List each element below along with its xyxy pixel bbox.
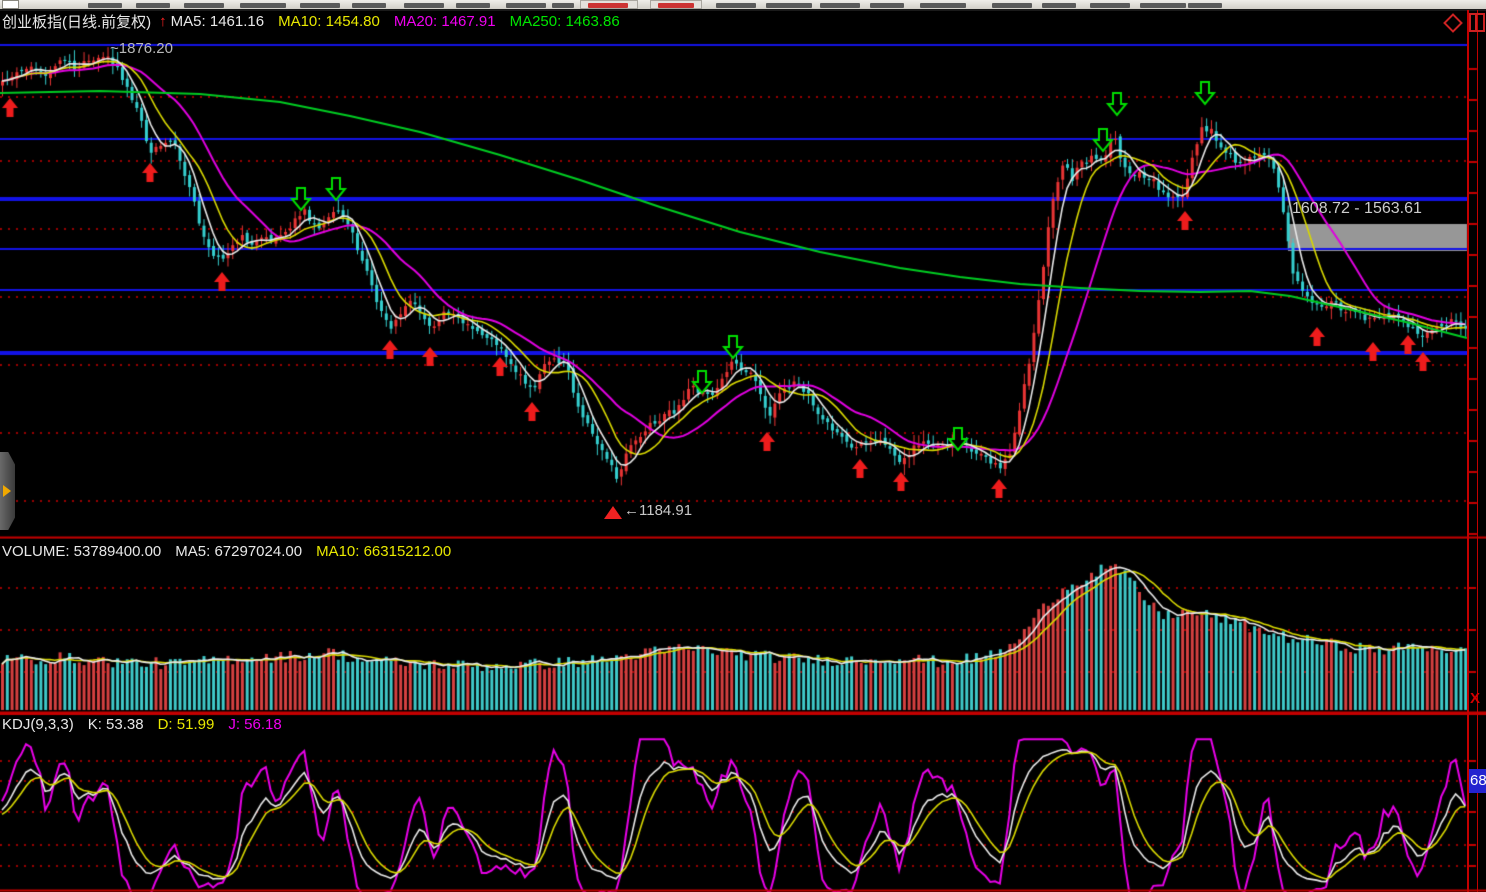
diamond-icon[interactable] xyxy=(1443,12,1463,33)
close-indicator-icon[interactable]: X xyxy=(1470,690,1481,707)
menu-window-icon[interactable] xyxy=(2,0,19,9)
menu-item-fragment[interactable] xyxy=(240,3,286,8)
volume-header: VOLUME: 53789400.00 MA5: 67297024.00 MA1… xyxy=(2,541,465,561)
kdj-chart-canvas[interactable] xyxy=(0,713,1486,892)
high-price-annotation: ~1876.20 xyxy=(110,40,173,57)
volume-ma10-readout: MA10: 66315212.00 xyxy=(316,542,452,560)
menu-item-fragment[interactable] xyxy=(658,3,694,8)
menu-item-fragment[interactable] xyxy=(300,3,340,8)
trend-up-icon: ↑ xyxy=(159,13,167,30)
menu-item-fragment[interactable] xyxy=(820,3,860,8)
menu-item-fragment[interactable] xyxy=(552,3,574,8)
menu-item-fragment[interactable] xyxy=(88,3,122,8)
menu-item-fragment[interactable] xyxy=(352,3,386,8)
kdj-j-readout: J: 56.18 xyxy=(228,715,282,733)
ma5-readout: MA5: 1461.16 xyxy=(170,13,265,30)
kdj-name: KDJ(9,3,3) xyxy=(2,715,74,733)
window-restore-icon[interactable] xyxy=(1469,13,1485,32)
menu-item-fragment[interactable] xyxy=(456,3,490,8)
menu-item-fragment[interactable] xyxy=(1188,3,1222,8)
sidebar-expander[interactable] xyxy=(0,452,15,530)
ma20-readout: MA20: 1467.91 xyxy=(393,13,496,30)
ma250-readout: MA250: 1463.86 xyxy=(509,13,620,30)
main-chart-canvas[interactable] xyxy=(0,32,1486,539)
menu-item-fragment[interactable] xyxy=(1090,3,1130,8)
kdj-header: KDJ(9,3,3) K: 53.38 D: 51.99 J: 56.18 xyxy=(2,714,296,734)
expand-arrow-icon xyxy=(3,485,11,497)
menu-item-fragment[interactable] xyxy=(1042,3,1076,8)
menu-item-fragment[interactable] xyxy=(404,3,444,8)
pane-right-border xyxy=(1467,10,1469,892)
low-price-annotation: ←1184.91 xyxy=(624,502,693,519)
ma10-readout: MA10: 1454.80 xyxy=(278,13,380,30)
menu-item-fragment[interactable] xyxy=(870,3,904,8)
menu-item-fragment[interactable] xyxy=(588,3,628,8)
menu-item-fragment[interactable] xyxy=(992,3,1032,8)
gap-range-annotation: 1608.72 - 1563.61 xyxy=(1292,200,1422,217)
menu-item-fragment[interactable] xyxy=(136,3,170,8)
menu-item-fragment[interactable] xyxy=(184,3,224,8)
kdj-k-readout: K: 53.38 xyxy=(87,715,144,733)
chart-header: 创业板指(日线.前复权) ↑ MA5: 1461.16 MA10: 1454.8… xyxy=(2,11,634,32)
menu-item-fragment[interactable] xyxy=(766,3,812,8)
menu-item-fragment[interactable] xyxy=(1140,3,1186,8)
volume-ma5-readout: MA5: 67297024.00 xyxy=(175,542,303,560)
menu-bar-clipped[interactable] xyxy=(0,0,1486,11)
volume-chart-canvas[interactable] xyxy=(0,539,1486,713)
menu-item-fragment[interactable] xyxy=(920,3,966,8)
kdj-scale-badge: 68 xyxy=(1469,769,1486,793)
volume-readout: VOLUME: 53789400.00 xyxy=(2,542,162,560)
low-marker-icon xyxy=(604,506,622,519)
kdj-d-readout: D: 51.99 xyxy=(157,715,215,733)
menu-item-fragment[interactable] xyxy=(506,3,546,8)
outer-right-border xyxy=(1477,10,1478,892)
instrument-title: 创业板指(日线.前复权) xyxy=(2,14,152,31)
menu-item-fragment[interactable] xyxy=(716,3,756,8)
pane-corner-icons xyxy=(1443,12,1485,33)
